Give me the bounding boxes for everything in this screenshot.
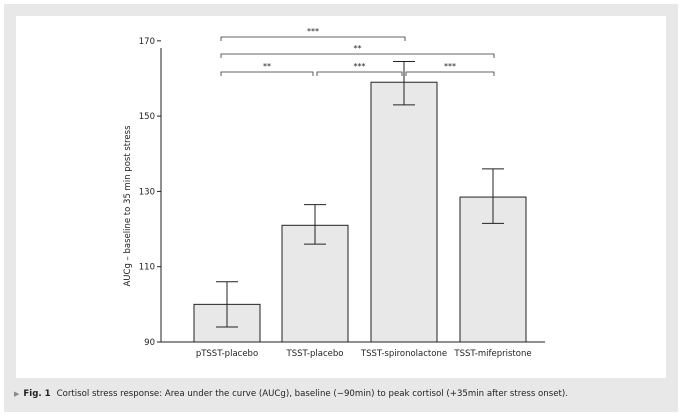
significance-bracket: [220, 53, 495, 58]
y-tick-label: 130: [139, 187, 155, 197]
significance-label: ***: [307, 27, 319, 36]
significance-brackets: ******* *** ***: [220, 27, 495, 76]
caption-text: Cortisol stress response: Area under the…: [56, 389, 568, 399]
y-tick-label: 170: [139, 37, 155, 47]
significance-bracket: [220, 36, 406, 41]
caption-figure-label: Fig. 1: [23, 389, 51, 399]
bar: [370, 81, 438, 343]
significance-label: **: [263, 62, 271, 71]
x-category-label: pTSST-placebo: [196, 349, 258, 359]
significance-bracket: [316, 71, 403, 76]
significance-label: **: [354, 44, 362, 53]
y-axis-label: AUCg – baseline to 35 min post stress: [123, 125, 133, 287]
y-tick-label: 150: [139, 112, 155, 122]
significance-label: ***: [354, 62, 366, 71]
significance-label: ***: [444, 62, 456, 71]
y-tick-label: 110: [139, 263, 155, 273]
y-tick-label: 90: [144, 338, 155, 348]
x-category-label: TSST-mifepristone: [453, 349, 531, 359]
caption-arrow-icon: ▶: [14, 390, 20, 398]
x-category-label: TSST-placebo: [286, 349, 344, 359]
error-bars: [216, 61, 504, 328]
significance-bracket: [405, 71, 495, 76]
bars: pTSST-placebo TSST-placebo TSST-spironolac…: [193, 81, 532, 359]
caption-bar: ▶ Fig. 1 Cortisol stress response: Area …: [4, 380, 678, 408]
x-category-label: TSST-spironolactone: [360, 349, 447, 359]
significance-bracket: [220, 71, 314, 76]
